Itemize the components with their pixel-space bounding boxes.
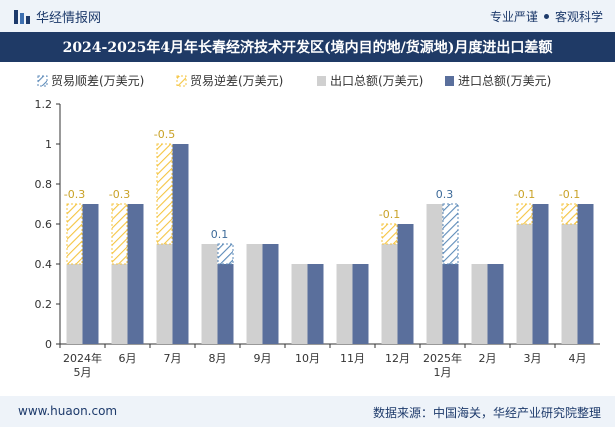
brand-logo-icon xyxy=(14,9,30,24)
import-bar xyxy=(487,264,504,344)
export-bar xyxy=(66,264,83,344)
data-labels: -0.3 -0.3 -0.5 0.1 -0.1 0.3 -0.1 -0.1 xyxy=(64,128,580,241)
export-bar xyxy=(336,264,353,344)
deficit-bar xyxy=(381,223,398,245)
tagline-2: 客观科学 xyxy=(554,10,603,24)
x-tick-label: 4月 xyxy=(569,352,587,365)
x-tick-label: 3月 xyxy=(524,352,542,365)
x-tick-label: 7月 xyxy=(164,352,182,365)
x-tick-label: 1月 xyxy=(434,366,452,379)
export-bar xyxy=(201,244,218,344)
deficit-label: -0.3 xyxy=(109,188,130,201)
import-bar xyxy=(127,204,144,344)
website-link[interactable]: www.huaon.com xyxy=(18,404,118,418)
x-tick-label: 10月 xyxy=(295,352,320,365)
data-source: 数据来源：中国海关，华经产业研究院整理 xyxy=(372,406,601,420)
tagline-1: 专业严谨 xyxy=(489,10,538,24)
y-tick-label: 1.2 xyxy=(35,98,53,111)
legend-swatch-export xyxy=(317,76,326,86)
legend-label: 贸易逆差(万美元) xyxy=(190,73,283,88)
y-tick-label: 0.2 xyxy=(35,298,53,311)
y-tick-label: 0.8 xyxy=(35,178,53,191)
legend-label: 出口总额(万美元) xyxy=(330,74,423,88)
x-tick-label: 2024年 xyxy=(63,351,102,365)
import-bar xyxy=(217,264,234,344)
export-bar xyxy=(381,244,398,344)
import-bar xyxy=(532,204,549,344)
bars xyxy=(66,143,594,344)
bar-chart: 贸易顺差(万美元) 贸易逆差(万美元) 出口总额(万美元) 进口总额(万美元) 0 0.… xyxy=(35,73,600,379)
export-bar xyxy=(291,264,308,344)
surplus-label: 0.3 xyxy=(436,188,454,201)
deficit-bar xyxy=(66,203,83,265)
separator-dot-icon xyxy=(543,14,549,19)
import-bar xyxy=(442,264,459,344)
export-bar xyxy=(246,244,263,344)
deficit-label: -0.1 xyxy=(514,188,535,201)
surplus-bar xyxy=(442,203,459,265)
surplus-bar xyxy=(217,243,234,265)
export-bar xyxy=(111,264,128,344)
x-tick-label: 2月 xyxy=(479,352,497,365)
top-bar: 华经情报网 专业严谨 客观科学 xyxy=(0,0,615,32)
export-bar xyxy=(471,264,488,344)
legend-label: 进口总额(万美元) xyxy=(458,74,551,88)
brand[interactable]: 华经情报网 xyxy=(14,7,101,26)
title-bar: 2024-2025年4月年长春经济技术开发区(境内目的地/货源地)月度进出口差额 xyxy=(0,32,615,62)
x-tick-label: 9月 xyxy=(254,352,272,365)
legend: 贸易顺差(万美元) 贸易逆差(万美元) 出口总额(万美元) 进口总额(万美元) xyxy=(37,73,551,88)
import-bar xyxy=(397,224,414,344)
export-bar xyxy=(561,224,578,344)
export-bar xyxy=(516,224,533,344)
deficit-label: -0.3 xyxy=(64,188,85,201)
x-tick-label: 5月 xyxy=(74,366,92,379)
y-tick-label: 1 xyxy=(45,138,52,151)
legend-swatch-deficit xyxy=(176,75,187,87)
deficit-label: -0.1 xyxy=(379,208,400,221)
deficit-label: -0.5 xyxy=(154,128,175,141)
y-tick-label: 0.6 xyxy=(35,218,53,231)
chart-title: 2024-2025年4月年长春经济技术开发区(境内目的地/货源地)月度进出口差额 xyxy=(62,40,553,56)
x-tick-label: 2025年 xyxy=(423,351,462,365)
x-tick-label: 8月 xyxy=(209,352,227,365)
deficit-label: -0.1 xyxy=(559,188,580,201)
deficit-bar xyxy=(561,203,578,225)
y-tick-label: 0 xyxy=(45,338,52,351)
import-bar xyxy=(172,144,189,344)
x-tick-label: 6月 xyxy=(119,352,137,365)
x-tick-label: 11月 xyxy=(340,352,365,365)
import-bar xyxy=(262,244,279,344)
deficit-bar xyxy=(111,203,128,265)
import-bar xyxy=(307,264,324,344)
deficit-bar xyxy=(156,143,173,245)
surplus-label: 0.1 xyxy=(211,228,229,241)
legend-swatch-import xyxy=(445,76,454,86)
x-tick-label: 12月 xyxy=(385,352,410,365)
legend-swatch-surplus xyxy=(37,75,48,87)
deficit-bar xyxy=(516,203,533,225)
export-bar xyxy=(426,204,443,344)
import-bar xyxy=(352,264,369,344)
import-bar xyxy=(82,204,99,344)
import-bar xyxy=(577,204,594,344)
legend-label: 贸易顺差(万美元) xyxy=(51,74,144,88)
export-bar xyxy=(156,244,173,344)
tagline: 专业严谨 客观科学 xyxy=(490,8,603,25)
brand-name: 华经情报网 xyxy=(36,11,102,26)
y-tick-label: 0.4 xyxy=(35,258,53,271)
footer: www.huaon.com 数据来源：中国海关，华经产业研究院整理 xyxy=(0,396,615,427)
